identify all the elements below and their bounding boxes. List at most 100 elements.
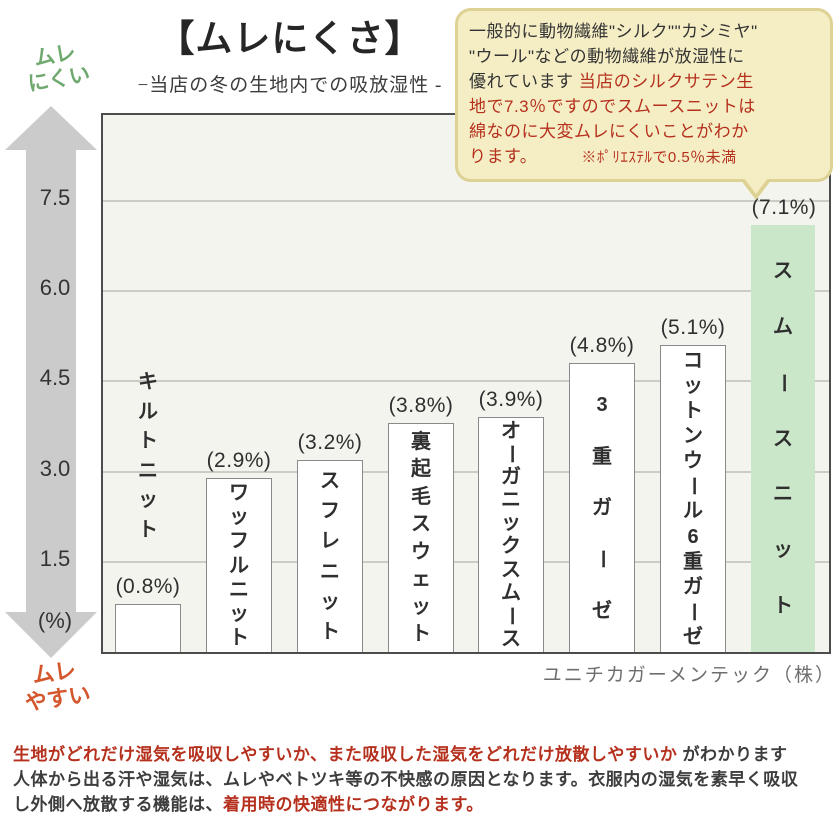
data-source-credit: ユニチカガーメンテック（株） — [542, 665, 836, 686]
y-tick-label: 7.5 — [39, 184, 71, 210]
bar-label-char: ッ — [773, 539, 793, 562]
text-segment: 優れています — [469, 72, 579, 91]
bar-label-char: 重 — [592, 445, 612, 468]
bar-value-label: (2.9%) — [206, 449, 272, 472]
bar-label-char: ル — [683, 500, 703, 523]
gridline — [103, 470, 829, 473]
bar-label-char: フ — [320, 500, 340, 523]
bar-label-char: ス — [411, 513, 431, 536]
bar-label-char: ニ — [501, 489, 521, 512]
text-line: "ウール"などの動物繊維が放湿性に — [469, 44, 819, 69]
annotation-bubble-text: 一般的に動物繊維"シルク""カシミヤ" "ウール"などの動物繊維が放湿性に 優れてい… — [469, 19, 819, 170]
bar-label-char: ム — [501, 581, 521, 604]
bar-label-char: ニ — [773, 483, 793, 506]
text-line: 人体から出る汗や湿気は、ムレやベトツキ等の不快感の原因となります。衣服内の湿気を… — [13, 767, 829, 792]
y-axis-unit-label: (%) — [37, 608, 73, 633]
bar-label-char: 3 — [596, 394, 608, 417]
text-segment: ※ﾎﾟﾘｴｽﾃﾙで0.5％未満 — [581, 149, 737, 166]
bar-value-label: (3.2%) — [297, 431, 363, 454]
bar-label-char: ッ — [683, 375, 703, 398]
annotation-bubble: 一般的に動物繊維"シルク""カシミヤ" "ウール"などの動物繊維が放湿性に 優れてい… — [455, 8, 833, 200]
bar-label-char: ッ — [138, 489, 158, 512]
bar-value-label: (0.8%) — [115, 575, 181, 598]
bar-label-char: ガ — [592, 496, 612, 519]
gridline — [103, 290, 829, 293]
y-tick-label: 6.0 — [39, 275, 71, 301]
text-segment — [529, 147, 582, 166]
text-segment: ります。 — [469, 147, 529, 166]
page-title: 【ムレにくさ】 — [157, 19, 423, 60]
bar-label-char: ス — [501, 627, 521, 650]
bar-label-char: ウ — [683, 450, 703, 473]
bar-value-label: (3.9%) — [478, 388, 544, 411]
bar-label-char: ト — [320, 620, 340, 643]
bar-label-char: 裏 — [411, 430, 431, 453]
text-segment: 地で7.3％ですのでスムースニットは — [469, 97, 756, 116]
bar-value-label: (7.1%) — [751, 196, 817, 219]
bar-label-char: ウ — [411, 540, 431, 563]
bar-label-char: ニ — [229, 578, 249, 601]
bar-label-char: ェ — [411, 568, 431, 591]
bubble-tail-fill-icon — [744, 178, 768, 194]
bar-label-char: ゼ — [592, 599, 612, 622]
bar-label-char: ト — [683, 400, 703, 423]
bar-value-label: (5.1%) — [660, 316, 726, 339]
text-segment: 生地がどれだけ湿気を吸収しやすいか、また吸収した湿気をどれだけ放散しやすいか — [13, 745, 678, 764]
y-tick-label: 3.0 — [39, 455, 71, 481]
bar-label-char: ト — [229, 626, 249, 649]
bar-label-char: ト — [411, 623, 431, 646]
bar-label-char: ッ — [229, 602, 249, 625]
text-line: 一般的に動物繊維"シルク""カシミヤ" — [469, 19, 819, 44]
bar-label-char: ル — [138, 400, 158, 423]
bar-label-char: ニ — [320, 560, 340, 583]
bar-label-char: ル — [229, 554, 249, 577]
arrow-up-icon — [5, 106, 97, 150]
bar-label-char: ッ — [320, 590, 340, 613]
y-tick-label: 4.5 — [39, 365, 71, 391]
bar-label-char: ッ — [229, 506, 249, 529]
axis-caption-easy-to-stuff: ムレ やすい — [5, 654, 107, 719]
bar-label-char: ッ — [411, 595, 431, 618]
gridline — [103, 199, 829, 202]
bar-label-char: 起 — [411, 458, 431, 481]
text-segment: 当店のシルクサテン生 — [578, 72, 754, 91]
y-tick-label: 1.5 — [39, 545, 71, 571]
text-line: 地で7.3％ですのでスムースニットは — [469, 94, 819, 119]
bar-label-char: ト — [773, 595, 793, 618]
title-block: 【ムレにくさ】 −当店の冬の生地内での吸放湿性 - — [90, 8, 490, 97]
text-line: 優れています 当店のシルクサテン生 — [469, 69, 819, 94]
bar-label-char: ー — [591, 549, 613, 570]
arrow-down-icon — [5, 612, 97, 658]
bar-label-char: ッ — [501, 512, 521, 535]
bar-label-char: ワ — [229, 482, 249, 505]
bar-3: スフレニット — [297, 460, 363, 652]
text-line: し外側へ放散する機能は、着用時の快適性につながります。 — [13, 792, 829, 817]
bar-label-char: ニ — [138, 459, 158, 482]
text-line: 生地がどれだけ湿気を吸収しやすいか、また吸収した湿気をどれだけ放散しやすいか が… — [13, 742, 829, 767]
bar-label-char: フ — [229, 530, 249, 553]
text-segment: "ウール"などの動物繊維が放湿性に — [469, 47, 745, 66]
bar-4: 裏起毛スウェット — [388, 423, 454, 652]
bar-2: ワッフルニット — [206, 478, 272, 652]
bar-label-char: ト — [138, 518, 158, 541]
page-subtitle: −当店の冬の生地内での吸放湿性 - — [137, 75, 443, 96]
bar-label-char: オ — [501, 420, 521, 443]
bar-label-char: ガ — [683, 575, 703, 598]
bar-label-char: ー — [500, 444, 522, 465]
bar-label-char: ガ — [501, 466, 521, 489]
chart-plot-area: キルトニット (0.8%) ワッフルニット (2.9%) スフレニット (3.2%) 裏起毛… — [101, 113, 831, 654]
text-segment: し外側へ放散する機能は、 — [13, 795, 223, 814]
bar-label-char: ー — [682, 601, 704, 622]
text-line: 綿なのに大変ムレにくいことがわか — [469, 119, 819, 144]
bar-label-char: ー — [500, 605, 522, 626]
bar-label-char: ク — [501, 535, 521, 558]
bar-label-char: 毛 — [411, 485, 431, 508]
bar-label-char: キ — [138, 371, 158, 393]
bar-label-char: ー — [682, 476, 704, 497]
text-segment: 着用時の快適性につながります。 — [223, 795, 484, 814]
bar-label-outside: キルトニット — [118, 372, 178, 540]
text-segment: 一般的に動物繊維"シルク""カシミヤ" — [469, 22, 758, 41]
axis-arrow-shaft — [26, 146, 76, 614]
